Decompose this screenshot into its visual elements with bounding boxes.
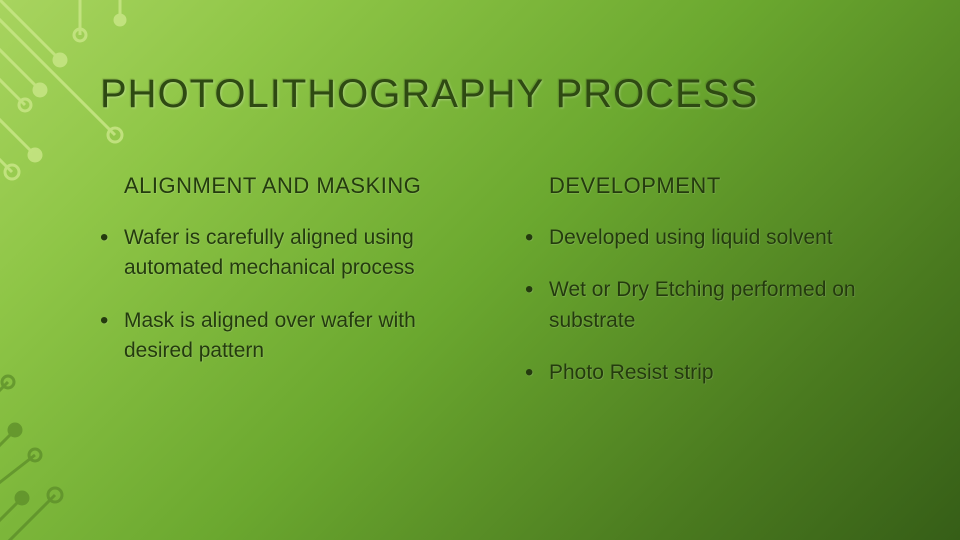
right-subheading: DEVELOPMENT	[549, 173, 900, 199]
left-column: ALIGNMENT AND MASKING Wafer is carefully…	[100, 173, 475, 411]
bullet-item: Wafer is carefully aligned using automat…	[100, 223, 475, 284]
slide-content: PHOTOLITHOGRAPHY PROCESS ALIGNMENT AND M…	[0, 0, 960, 540]
bullet-item: Photo Resist strip	[525, 358, 900, 388]
left-bullets: Wafer is carefully aligned using automat…	[100, 223, 475, 367]
right-bullets: Developed using liquid solvent Wet or Dr…	[525, 223, 900, 389]
slide: PHOTOLITHOGRAPHY PROCESS ALIGNMENT AND M…	[0, 0, 960, 540]
slide-title: PHOTOLITHOGRAPHY PROCESS	[100, 72, 900, 117]
columns: ALIGNMENT AND MASKING Wafer is carefully…	[100, 173, 900, 411]
bullet-item: Mask is aligned over wafer with desired …	[100, 306, 475, 367]
bullet-item: Wet or Dry Etching performed on substrat…	[525, 275, 900, 336]
bullet-item: Developed using liquid solvent	[525, 223, 900, 253]
left-subheading: ALIGNMENT AND MASKING	[124, 173, 475, 199]
right-column: DEVELOPMENT Developed using liquid solve…	[525, 173, 900, 411]
